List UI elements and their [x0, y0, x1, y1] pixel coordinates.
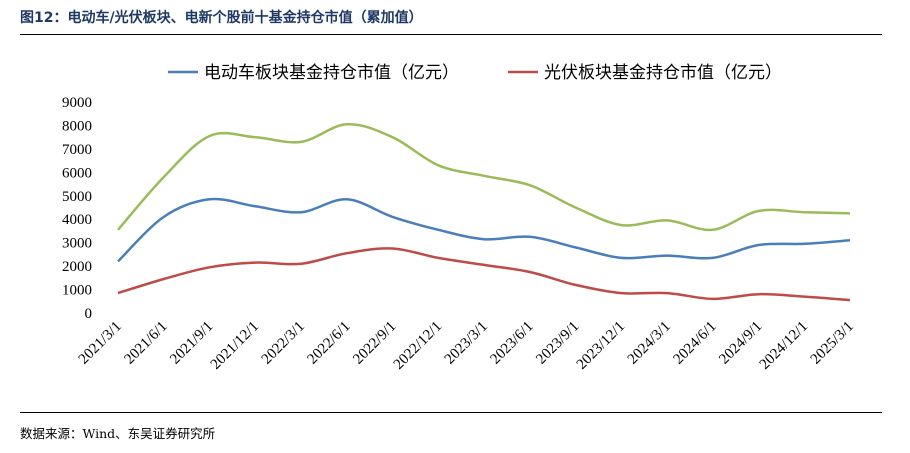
y-tick-label: 2000	[62, 259, 92, 275]
plot-lines	[117, 123, 851, 302]
y-tick-label: 1000	[62, 283, 92, 299]
y-tick-label: 6000	[62, 165, 92, 181]
x-tick-label: 2024/3/1	[625, 319, 674, 368]
y-tick-label: 5000	[62, 189, 92, 205]
series-line-2	[117, 123, 851, 232]
y-axis: 0 1000 2000 3000 4000 5000 6000 7000 8000 9000	[62, 95, 92, 322]
y-tick-label: 3000	[62, 236, 92, 252]
y-tick-label: 8000	[62, 118, 92, 134]
y-tick-label: 0	[85, 306, 93, 322]
top-rule	[20, 34, 882, 35]
source-note: 数据来源：Wind、东吴证券研究所	[20, 426, 216, 441]
series-line-1	[117, 247, 851, 302]
x-tick-label: 2023/6/1	[488, 319, 537, 368]
y-tick-label: 9000	[62, 95, 92, 111]
x-tick-label: 2022/3/1	[259, 319, 308, 368]
legend-label-1: 光伏板块基金持仓市值（亿元）	[544, 63, 782, 83]
figure-title: 图12：电动车/光伏板块、电新个股前十基金持仓市值（累加值）	[20, 10, 423, 26]
x-tick-label: 2022/6/1	[305, 319, 354, 368]
legend: 电动车板块基金持仓市值（亿元） 光伏板块基金持仓市值（亿元）	[168, 63, 782, 83]
y-tick-label: 4000	[62, 212, 92, 228]
x-tick-label: 2021/6/1	[122, 319, 171, 368]
legend-label-0: 电动车板块基金持仓市值（亿元）	[204, 63, 459, 83]
x-tick-label: 2024/6/1	[671, 319, 720, 368]
x-tick-label: 2025/3/1	[808, 319, 857, 368]
y-tick-label: 7000	[62, 142, 92, 158]
x-tick-label: 2021/3/1	[76, 319, 125, 368]
x-axis: 2021/3/12021/6/12021/9/12021/12/12022/3/…	[76, 319, 857, 373]
series-line-0	[117, 197, 851, 263]
x-tick-label: 2023/3/1	[442, 319, 491, 368]
bottom-rule	[20, 412, 882, 413]
x-tick-label: 2023/12/1	[574, 319, 628, 373]
x-tick-label: 2024/12/1	[757, 319, 811, 373]
x-tick-label: 2022/12/1	[391, 319, 445, 373]
x-tick-label: 2021/12/1	[208, 319, 262, 373]
